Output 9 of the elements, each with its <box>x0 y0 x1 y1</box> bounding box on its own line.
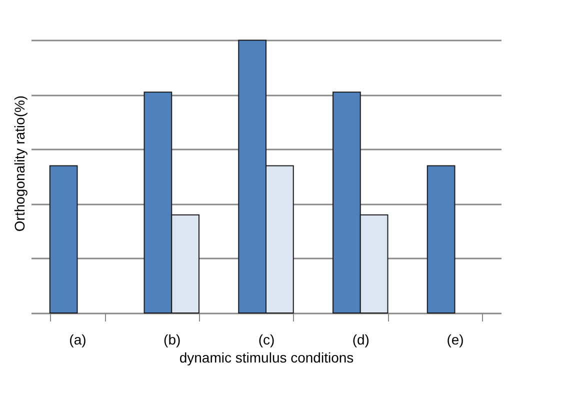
x-tick-label: (b) <box>164 332 181 348</box>
x-tick-label: (d) <box>352 332 370 348</box>
x-tick-label: (c) <box>258 332 275 348</box>
bar <box>426 165 456 314</box>
x-tick-label: (a) <box>69 332 86 348</box>
bar <box>49 165 78 314</box>
x-tick-label: (e) <box>446 332 464 348</box>
x-axis-title: dynamic stimulus conditions <box>179 350 354 366</box>
y-axis-title: Orthogonality ratio(%) <box>12 95 28 232</box>
